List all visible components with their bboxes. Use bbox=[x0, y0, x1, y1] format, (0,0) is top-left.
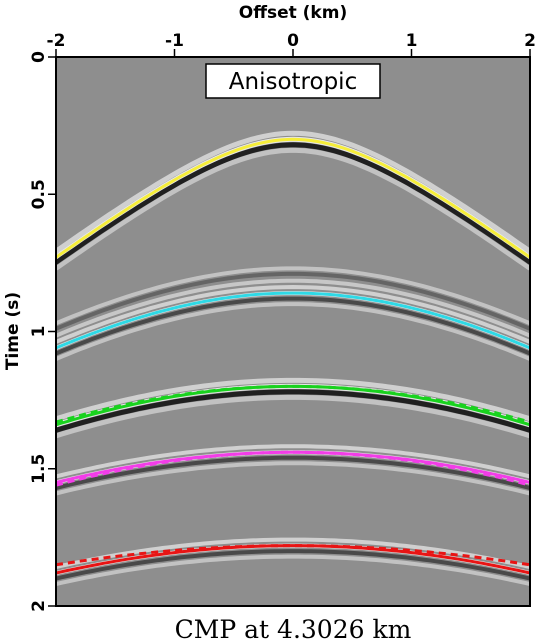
plot-area bbox=[56, 57, 530, 606]
moveout-curve bbox=[56, 544, 530, 575]
y-tick-label: 2 bbox=[29, 600, 49, 612]
event-band bbox=[56, 266, 530, 326]
seismic-events bbox=[56, 130, 530, 586]
y-tick-label: 0 bbox=[29, 51, 49, 63]
moveout-curve bbox=[56, 291, 530, 350]
x-tick-label: -2 bbox=[47, 31, 66, 51]
event-band bbox=[56, 142, 530, 265]
event-band bbox=[56, 302, 530, 361]
event-band bbox=[56, 537, 530, 569]
event-band bbox=[56, 394, 530, 439]
moveout-curves bbox=[56, 137, 530, 575]
x-tick-label: 1 bbox=[406, 31, 418, 51]
moveout-curve-dashed bbox=[56, 384, 530, 424]
x-tick-label: 0 bbox=[287, 31, 299, 51]
event-band bbox=[56, 271, 530, 331]
y-tick-label: 0.5 bbox=[29, 179, 49, 209]
event-band bbox=[56, 130, 530, 254]
panel-label: Anisotropic bbox=[205, 63, 381, 99]
y-axis-label: Time (s) bbox=[3, 292, 23, 370]
x-tick-label: 2 bbox=[524, 31, 536, 51]
moveout-curve-dashed bbox=[56, 450, 530, 487]
event-band bbox=[56, 461, 530, 496]
event-band bbox=[56, 284, 530, 344]
y-tick-label: 1.5 bbox=[29, 454, 49, 484]
x-tick-label: -1 bbox=[165, 31, 184, 51]
event-band bbox=[56, 296, 530, 356]
moveout-curve-dashed bbox=[56, 544, 530, 567]
panel-label-text: Anisotropic bbox=[229, 69, 357, 95]
x-axis-label: Offset (km) bbox=[239, 3, 347, 23]
figure-caption: CMP at 4.3026 km bbox=[175, 615, 412, 641]
event-band bbox=[56, 455, 530, 490]
event-band bbox=[56, 278, 530, 338]
event-band bbox=[56, 549, 530, 581]
moveout-curve bbox=[56, 137, 530, 259]
x-axis-ticks: -2 -1 0 1 2 bbox=[47, 31, 536, 57]
event-band bbox=[56, 377, 530, 422]
event-band bbox=[56, 389, 530, 433]
event-band bbox=[56, 554, 530, 586]
y-axis-ticks: 0 0.5 1 1.5 2 bbox=[29, 51, 56, 612]
event-band bbox=[56, 147, 530, 271]
y-tick-label: 1 bbox=[29, 326, 49, 338]
panel-label-box bbox=[205, 63, 381, 99]
event-band bbox=[56, 444, 530, 479]
